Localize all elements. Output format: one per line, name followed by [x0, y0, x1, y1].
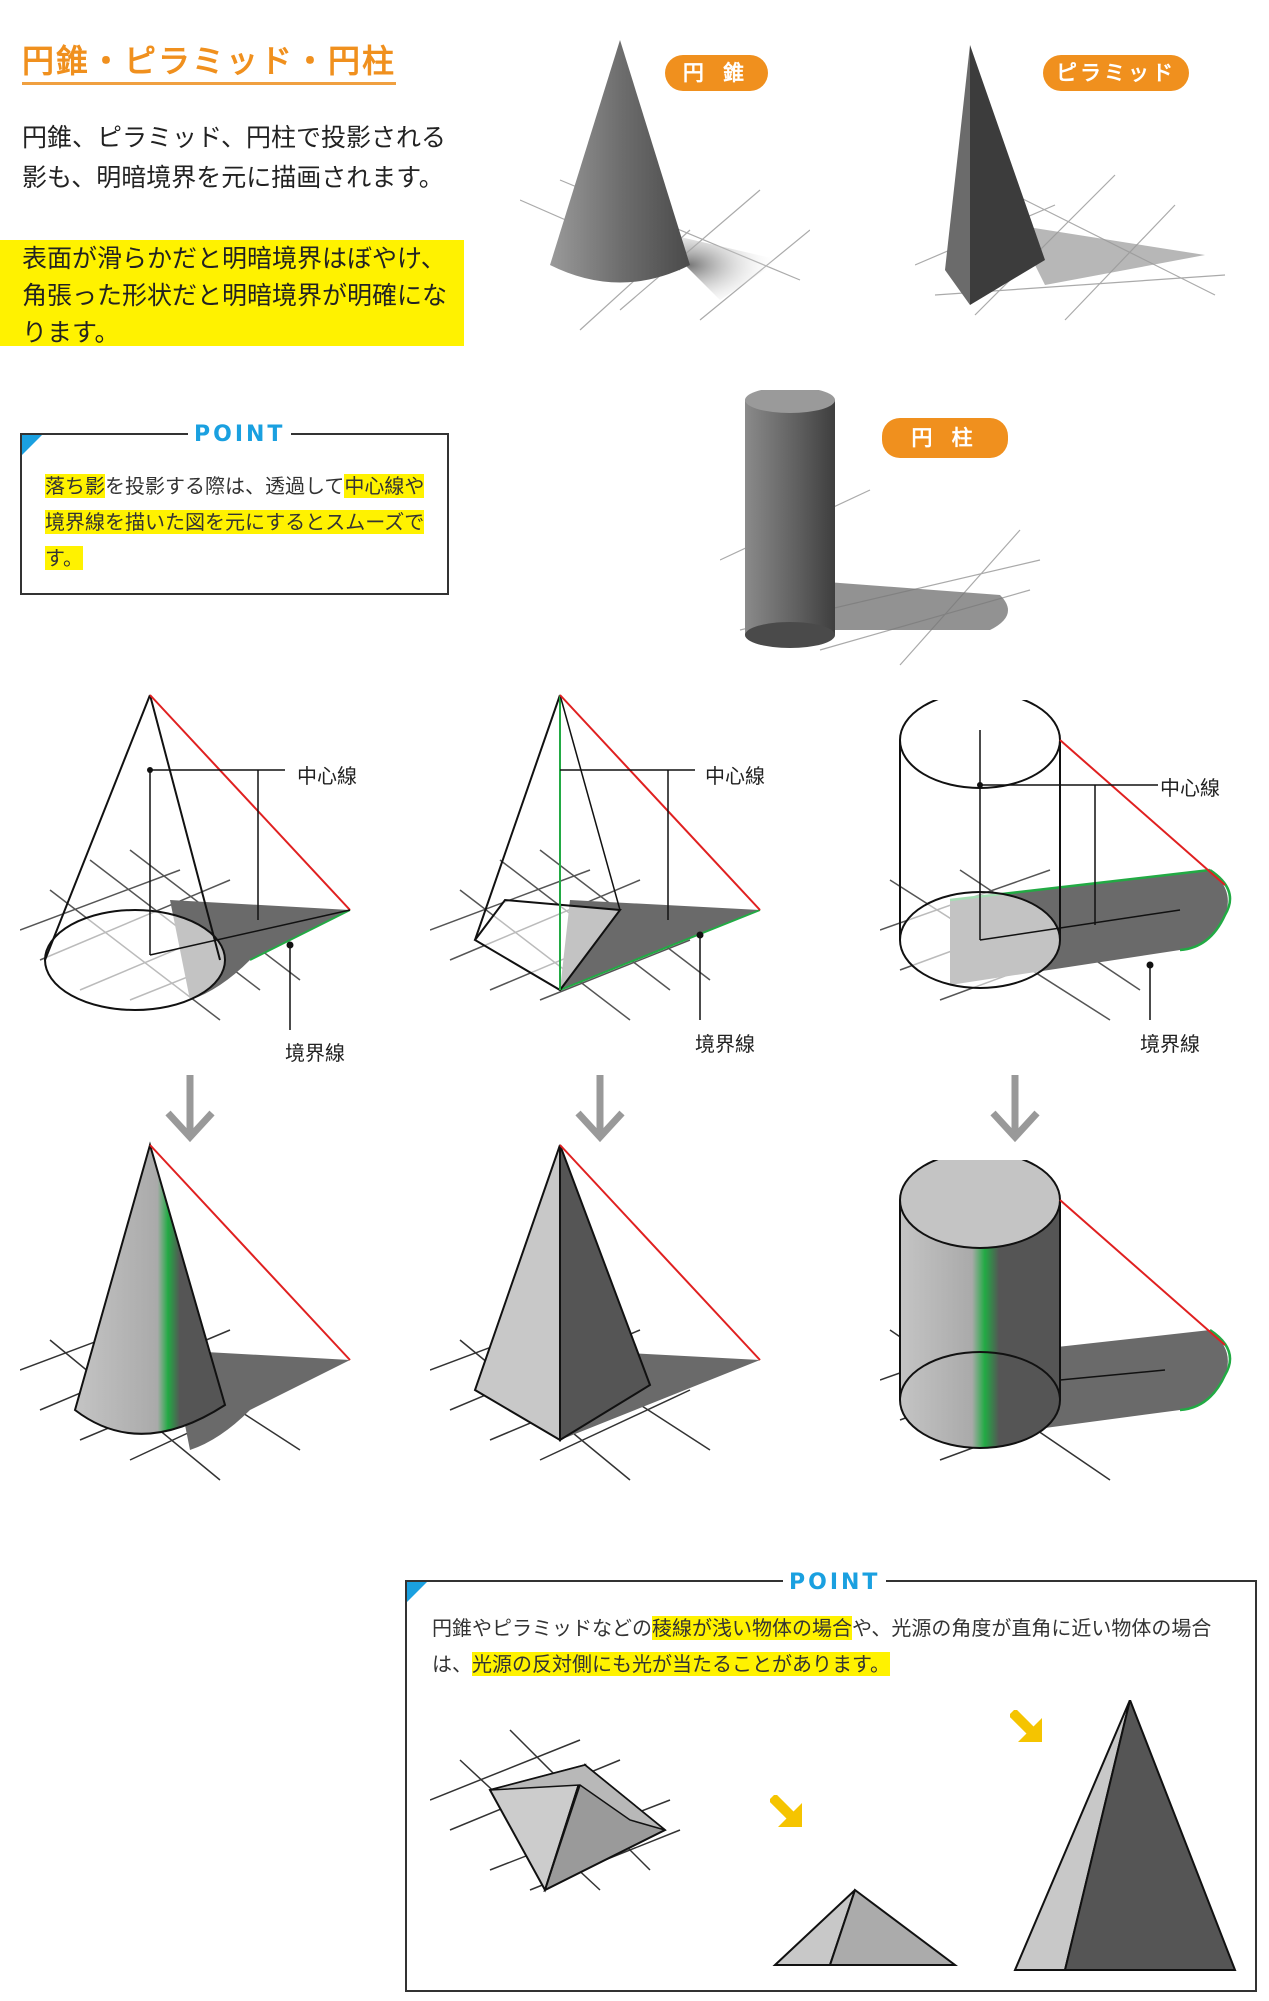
light-arrow-icon	[1010, 1710, 1042, 1742]
label-center-line-3: 中心線	[1160, 776, 1220, 800]
pyramid-render	[915, 45, 1226, 321]
tag-pyramid: ピラミッド	[1043, 55, 1189, 91]
tall-pyramid-illustration	[1013, 1700, 1237, 1971]
label-center-line-1: 中心線	[297, 764, 357, 788]
cone-render	[520, 40, 810, 331]
point2-text-b: や、光源の角度が直角に近い物体の場合は、	[432, 1616, 1212, 1676]
point2-highlight-2: 光源の反対側にも光が当たることがあります。	[472, 1652, 890, 1676]
label-center-line-2: 中心線	[705, 764, 765, 788]
cylinder-render	[720, 390, 1041, 666]
intro-highlight-text: 表面が滑らかだと明暗境界はぼやけ、角張った形状だと明暗境界が明確になります。	[22, 244, 448, 347]
point-corner-2	[407, 1582, 427, 1602]
point-text-2: 円錐やピラミッドなどの稜線が浅い物体の場合や、光源の角度が直角に近い物体の場合は…	[432, 1610, 1242, 1682]
pyramid-shaded	[430, 1144, 761, 1481]
label-boundary-1: 境界線	[285, 1041, 345, 1065]
point2-text-a: 円錐やピラミッドなどの	[432, 1616, 652, 1640]
label-boundary-3: 境界線	[1140, 1032, 1200, 1056]
intro-highlight-bg	[0, 240, 464, 346]
title-underline	[22, 82, 396, 85]
point2-highlight-1: 稜線が浅い物体の場合	[652, 1616, 852, 1640]
cylinder-wireframe	[880, 700, 1232, 1021]
tag-cone: 円 錐	[665, 55, 768, 91]
point1-highlight-a: 落ち影	[45, 474, 105, 498]
point-label-1: POINT	[188, 422, 292, 447]
point-text-1: 落ち影を投影する際は、透過して中心線や境界線を描いた図を元にするとスムーズです。	[45, 468, 435, 576]
down-arrow-icon	[990, 1075, 1040, 1143]
pyramid-wireframe	[430, 694, 761, 1021]
cone-shaded	[20, 1141, 351, 1481]
tag-cylinder: 円 柱	[882, 418, 1008, 458]
point-corner-1	[22, 435, 42, 455]
down-arrow-icon	[165, 1075, 215, 1143]
cylinder-shaded	[880, 1160, 1232, 1481]
cone-wireframe	[20, 694, 351, 1030]
down-arrow-icon	[575, 1075, 625, 1143]
page-title: 円錐・ピラミッド・円柱	[22, 42, 397, 80]
flat-pyramid-illustration	[772, 1888, 958, 1966]
light-arrow-icon	[770, 1795, 802, 1827]
intro-text: 円錐、ピラミッド、円柱で投影される影も、明暗境界を元に描画されます。	[22, 123, 447, 192]
point-label-2: POINT	[783, 1570, 887, 1595]
point1-text-mid: を投影する際は、透過して	[105, 474, 345, 498]
label-boundary-2: 境界線	[695, 1032, 755, 1056]
shallow-pyramid-illustration	[430, 1729, 681, 1893]
